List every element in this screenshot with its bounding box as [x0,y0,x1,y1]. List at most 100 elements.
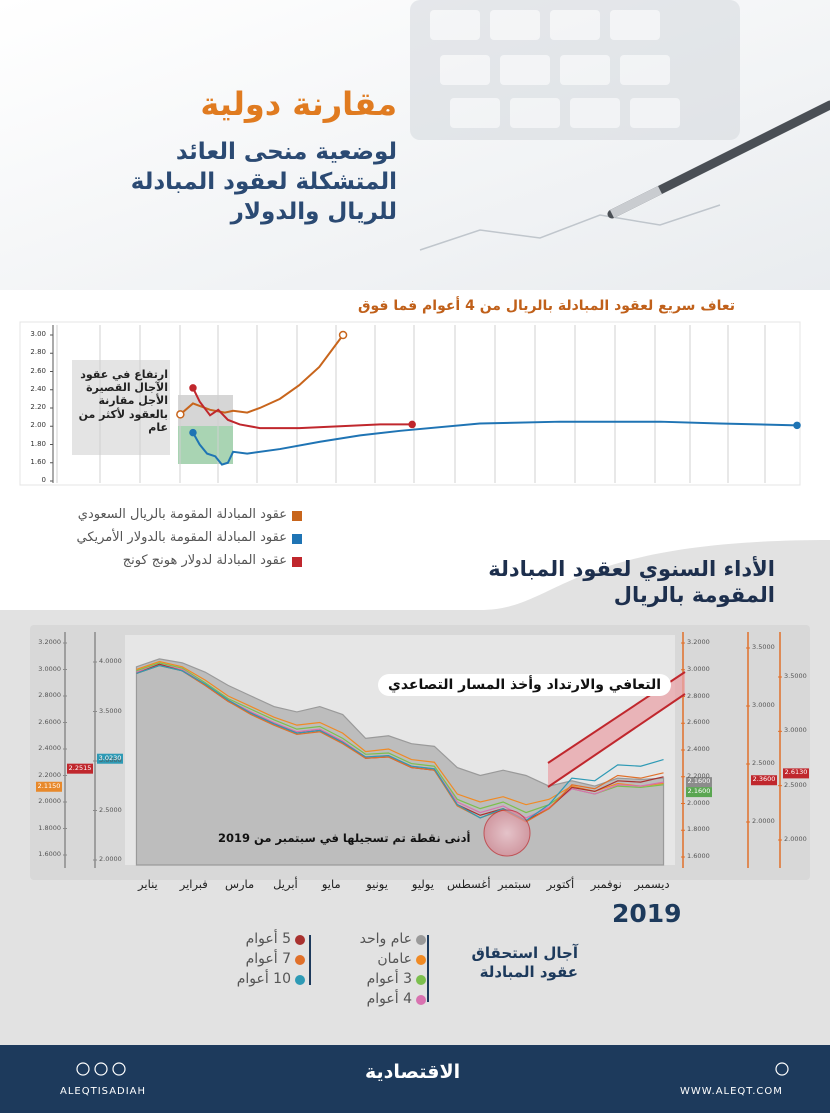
y-tick-label: 3.2000 [38,638,61,646]
chart-title: تعاف سريع لعقود المبادلة بالريال من 4 أع… [357,298,735,314]
y-tick-label: 2.8000 [687,691,710,700]
annotation-box [72,360,170,455]
legend-title: آجال استحقاق عقود المبادلة [471,944,579,981]
y-tick-label: 2.0000 [687,798,710,807]
y-tick-label: 1.8000 [687,825,710,834]
chart-title: الأداء السنوي لعقود المبادلة المقومة بال… [488,557,775,608]
x-tick-label: يوليو [411,877,434,891]
x-tick-label: سبتمبر [498,877,532,891]
point-marker [189,384,197,392]
axis-tag [783,768,809,779]
series-line [192,420,798,466]
year-label: 2019 [612,899,682,928]
legend-label: عقود المبادلة المقومة بالريال السعودي [77,507,287,522]
y-tick-label: 2.60 [30,366,46,375]
x-tick-label: فبراير [179,877,208,891]
x-tick-label: أكتوبر [546,877,575,891]
legend-swatch [292,511,302,521]
axis-tag [67,763,93,774]
legend-label: عام واحد [359,931,412,947]
footer-social: ALEQTISADIAH [60,1086,147,1097]
legend-dot [416,975,426,985]
x-tick-label: أغسطس [446,877,491,891]
y-tick-label: 1.80 [30,439,46,448]
y-tick-label: 2.8000 [38,691,61,699]
annotation: ارتفاع في عقود الآجال القصيرة الأجل مقار… [78,368,168,434]
series-line [192,387,413,430]
y-tick-label: 0 [41,476,46,484]
low-point-highlight [483,809,531,857]
trend-line [547,693,686,788]
x-tick-label: ديسمبر [634,877,670,891]
footer-bg [0,1045,830,1113]
axis-tag [36,781,62,792]
point-marker [189,428,197,437]
y-tick-label: 2.4000 [687,745,710,753]
axis-tag-label: 2.6130 [784,768,808,777]
annotation: أدنى نقطة تم تسجيلها في سبتمبر من 2019 [218,831,471,845]
series-line [136,664,664,823]
calculator-art [410,0,740,251]
y-tick-label: 3.0000 [99,756,122,764]
y-tick-label: 2.40 [30,384,46,393]
y-tick-label: 2.0000 [99,855,122,863]
y-tick-label: 2.20 [30,403,46,411]
y-tick-label: 3.0000 [687,664,710,673]
x-tick-label: مايو [321,877,341,891]
annotation: التعافي والارتداد وأخذ المسار التصاعدي [378,674,672,697]
y-tick-label: 3.00 [30,330,46,338]
y-tick-label: 2.2000 [687,771,710,780]
axis-tag [751,775,777,786]
y-tick-label: 2.2000 [38,770,61,779]
y-tick-label: 2.5000 [752,759,775,767]
y-tick-label: 2.0000 [752,817,775,825]
x-tick-label: أبريل [273,877,298,891]
series-line [136,664,664,822]
axis-tag-label: 2.1600 [687,787,711,796]
x-tick-label: يونيو [366,877,388,891]
y-tick-label: 4.0000 [99,657,122,665]
x-tick-label: نوفمبر [590,877,622,891]
y-tick-label: 2.5000 [784,780,807,789]
axis-tag-label: 2.1150 [37,781,61,790]
footer-website: WWW.ALEQT.COM [680,1086,783,1097]
highlight-box [178,426,233,464]
legend-dot [416,955,426,965]
legend-label: 7 أعوام [245,951,291,967]
y-tick-label: 1.60 [30,457,46,466]
social-icons [76,1062,789,1076]
point-marker [793,421,801,430]
y-tick-label: 2.0000 [784,835,807,843]
point-marker [338,330,348,340]
y-tick-label: 2.6000 [38,717,61,726]
legend-label: عقود المبادلة لدولار هونج كونج [122,553,287,568]
legend-label: عامان [377,951,412,967]
y-tick-label: 2.00 [30,421,46,430]
y-tick-label: 3.0000 [38,664,61,673]
axis-tag-label: 2.3600 [752,775,776,784]
legend-label: 5 أعوام [245,931,291,947]
series-line [136,660,664,806]
trend-band [548,672,685,787]
axis-tag-label: 2.2515 [68,763,92,772]
legend-dot [416,935,426,945]
y-tick-label: 3.5000 [99,706,122,715]
y-tick-label: 3.0000 [752,701,775,709]
legend-label: عقود المبادلة المقومة بالدولار الأمريكي [76,530,287,545]
legend-swatch [292,534,302,544]
y-tick-label: 1.6000 [38,850,61,858]
legend-dot [295,975,305,985]
axis-tag-label: 3.0230 [98,753,122,762]
point-marker [408,420,416,429]
section-cut [0,540,830,610]
legend-dot [416,995,426,1005]
axis-tag [97,753,123,764]
y-tick-label: 2.6000 [687,718,710,727]
axis-tag [686,787,712,798]
y-tick-label: 2.5000 [99,805,122,814]
legend-label: 4 أعوام [366,991,412,1007]
legend-dot [295,955,305,965]
y-tick-label: 2.4000 [38,744,61,752]
y-tick-label: 3.5000 [752,643,775,651]
